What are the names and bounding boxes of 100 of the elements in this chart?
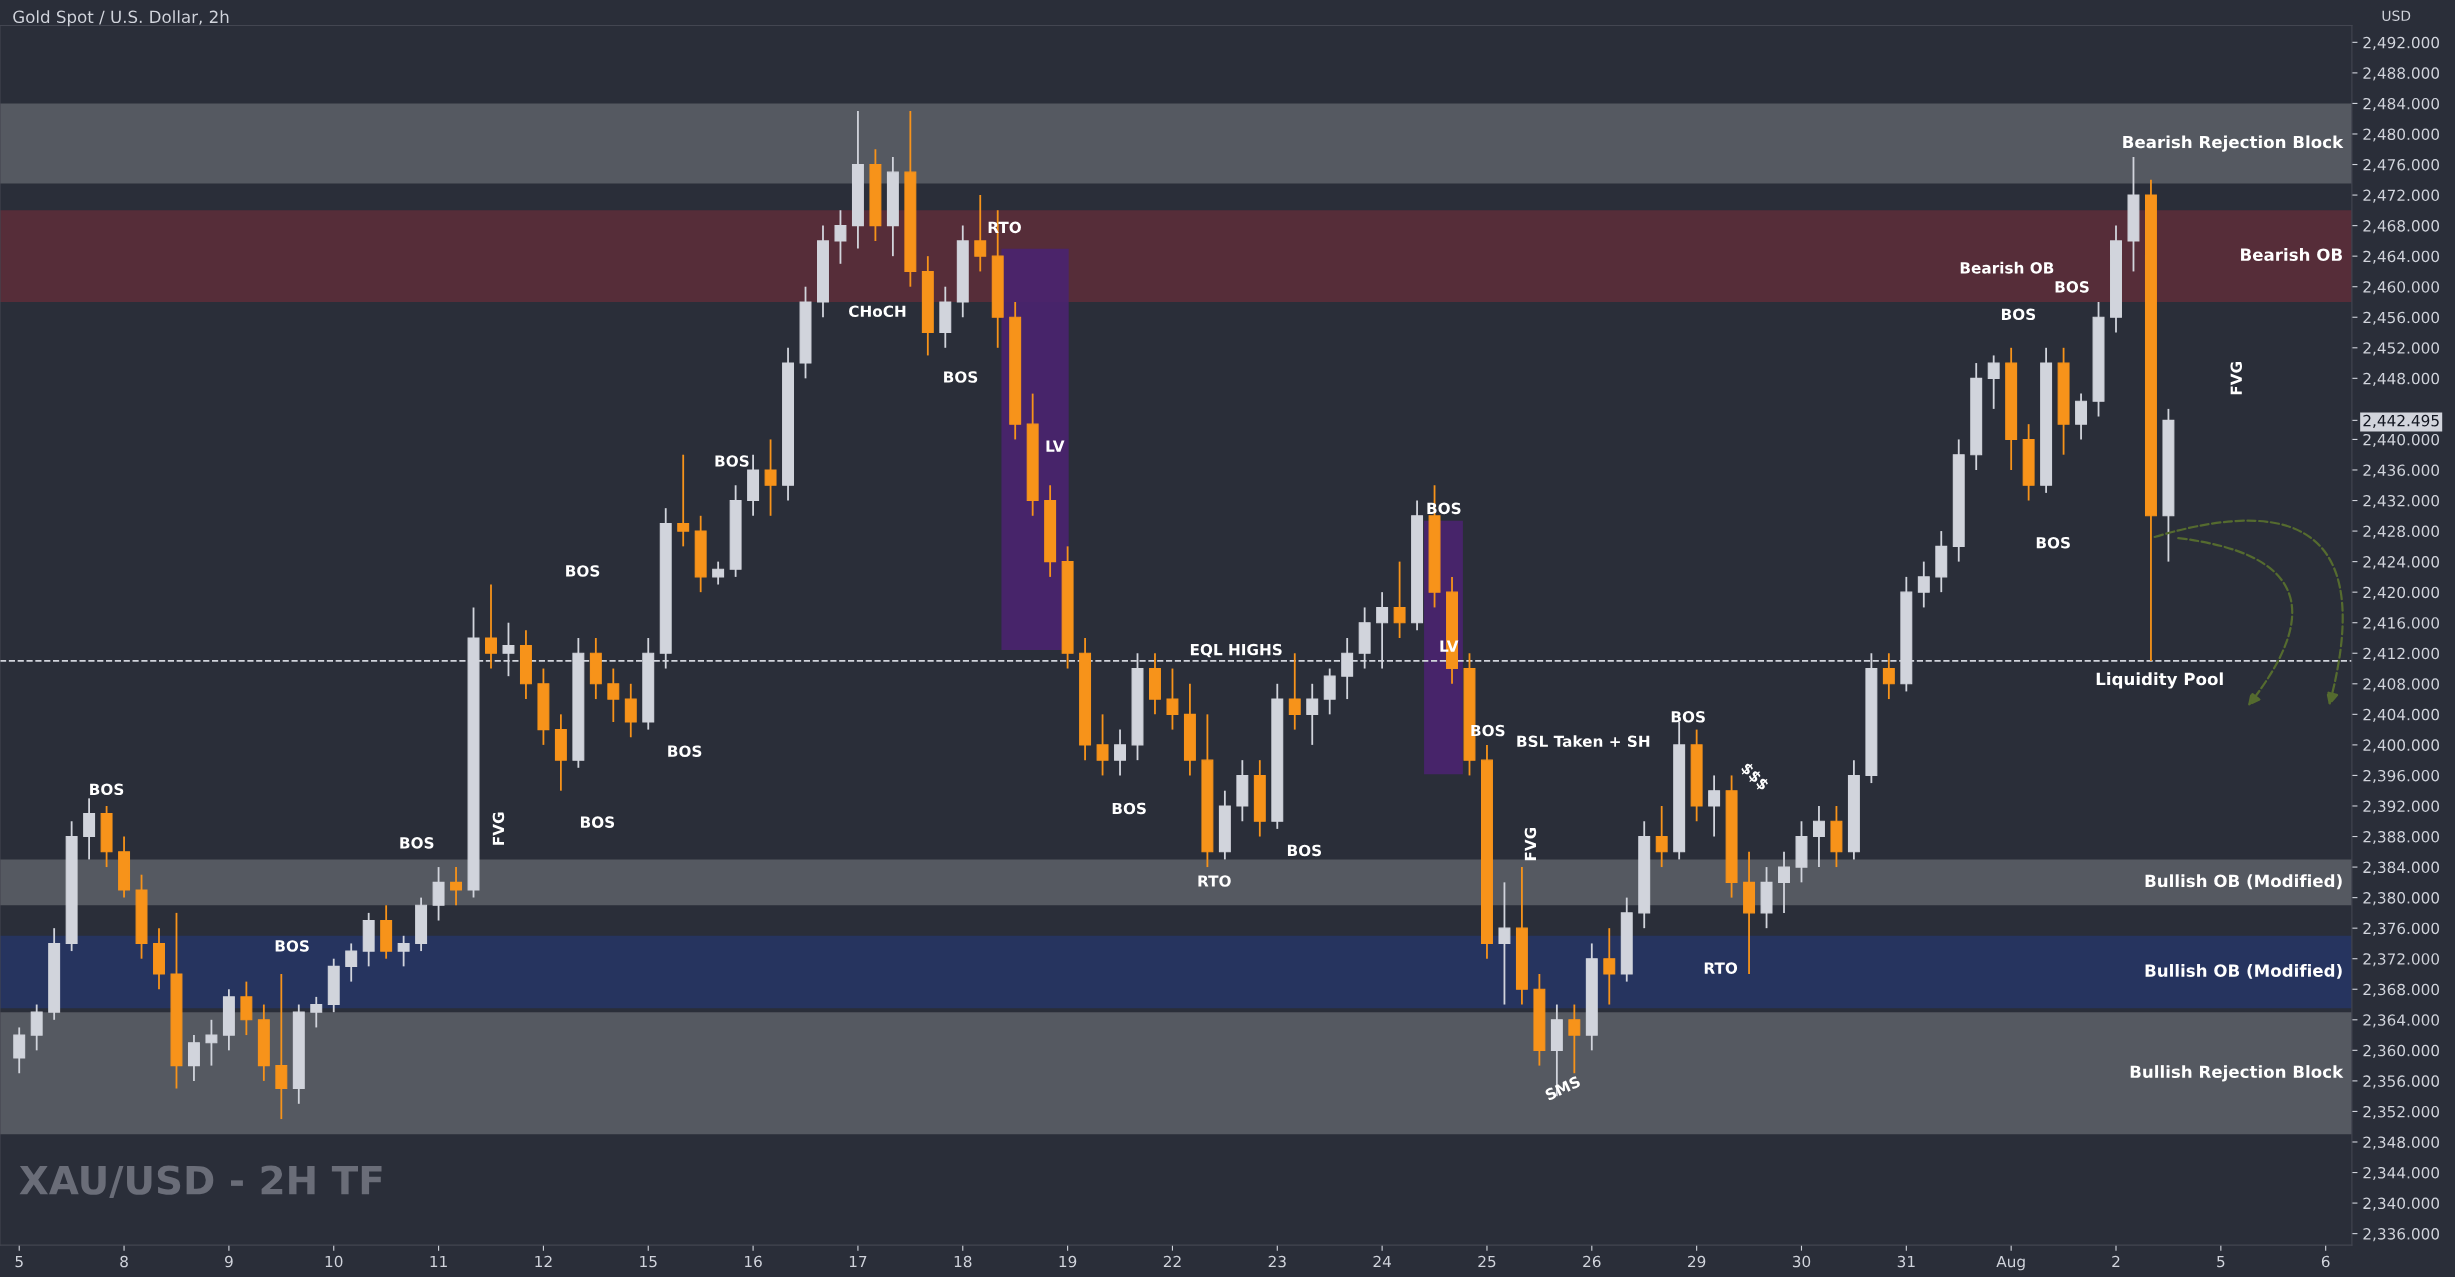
y-tick-label: 2,404.000 xyxy=(2363,708,2440,722)
candlestick xyxy=(1568,1003,1581,1075)
x-tick-label: 5 xyxy=(15,1255,23,1268)
x-tick-label: 30 xyxy=(1792,1255,1811,1268)
x-tick-label: 25 xyxy=(1478,1255,1496,1268)
y-tick-label: 2,340.000 xyxy=(2363,1197,2440,1211)
x-tick-label: 8 xyxy=(120,1255,128,1268)
y-tick-label: 2,476.000 xyxy=(2363,158,2440,173)
band-label: Bullish OB (Modified) xyxy=(2145,964,2342,979)
annotation: EQL HIGHS xyxy=(1190,643,1282,658)
annotation: BOS xyxy=(1112,802,1146,815)
y-tick-label: 2,420.000 xyxy=(2363,586,2440,600)
y-tick-label: 2,380.000 xyxy=(2363,892,2440,906)
y-tick-label: 2,384.000 xyxy=(2363,861,2440,875)
annotation: SMS xyxy=(1544,1075,1582,1101)
annotation: RTO xyxy=(1704,962,1738,974)
y-tick-label: 2,360.000 xyxy=(2363,1044,2440,1058)
y-tick-label: 2,468.000 xyxy=(2363,220,2440,234)
y-tick-label: 2,392.000 xyxy=(2363,800,2440,814)
y-tick-label: 2,344.000 xyxy=(2363,1166,2440,1181)
annotation: FVG xyxy=(1524,827,1537,861)
annotation: FVG xyxy=(2230,362,2243,395)
y-tick-label: 2,352.000 xyxy=(2363,1105,2440,1120)
x-tick-label: 6 xyxy=(2321,1255,2330,1268)
chart-title: Gold Spot / U.S. Dollar, 2h xyxy=(13,10,229,27)
x-tick-label: Aug xyxy=(1996,1255,2025,1271)
candlestick xyxy=(432,866,445,922)
y-tick-label: 2,432.000 xyxy=(2363,494,2440,509)
y-tick-label: 2,368.000 xyxy=(2363,983,2440,997)
y-tick-label: 2,464.000 xyxy=(2363,250,2440,264)
annotation: BOS xyxy=(944,371,978,383)
annotation: BOS xyxy=(2055,281,2089,293)
annotation: BOS xyxy=(566,565,600,577)
candlestick xyxy=(1306,682,1319,746)
candlestick xyxy=(1498,881,1511,1006)
x-tick-label: 16 xyxy=(745,1255,762,1268)
y-tick-label: 2,428.000 xyxy=(2363,525,2440,539)
annotation: BOS xyxy=(90,783,124,796)
x-tick-label: 12 xyxy=(535,1255,552,1268)
y-tick-label: 2,348.000 xyxy=(2363,1136,2440,1150)
candlestick xyxy=(1166,667,1179,731)
y-tick-label: 2,336.000 xyxy=(2363,1228,2440,1242)
annotation: XAU/USD - 2H TF xyxy=(19,1165,382,1198)
candlestick xyxy=(240,980,253,1036)
y-tick-label: 2,388.000 xyxy=(2363,830,2440,845)
annotation: BOS xyxy=(400,837,434,849)
annotation: LV xyxy=(1046,440,1065,452)
candlestick xyxy=(607,667,620,723)
candlestick xyxy=(1393,560,1406,639)
y-tick-label: 2,424.000 xyxy=(2363,556,2440,570)
annotation: BOS xyxy=(580,816,615,828)
annotation: BOS xyxy=(715,455,749,467)
x-tick-label: 11 xyxy=(430,1255,447,1268)
candlestick xyxy=(1917,560,1930,609)
candlestick xyxy=(1987,354,2000,410)
candlestick xyxy=(1096,713,1109,777)
y-tick-label: 2,408.000 xyxy=(2363,678,2440,692)
y-tick-label: 2,480.000 xyxy=(2363,128,2440,142)
x-tick-label: 19 xyxy=(1059,1255,1077,1268)
candlestick xyxy=(310,995,323,1029)
candlestick xyxy=(485,583,497,670)
annotation: BOS xyxy=(2001,308,2036,321)
candlestick xyxy=(834,209,847,265)
annotation: Bearish OB xyxy=(1960,261,2054,274)
candlestick xyxy=(187,1034,200,1082)
annotation: BSL Taken + SH xyxy=(1517,735,1650,748)
x-tick-label: 15 xyxy=(640,1255,657,1268)
band-label: Bearish Rejection Block xyxy=(2123,135,2344,152)
annotation: BOS xyxy=(668,745,702,757)
candlestick xyxy=(205,1018,218,1067)
band-label: Bullish Rejection Block xyxy=(2130,1065,2344,1082)
candlestick xyxy=(677,453,690,548)
ref-line-label: Liquidity Pool xyxy=(2096,672,2223,689)
candlestick xyxy=(1323,667,1336,716)
y-tick-label: 2,436.000 xyxy=(2363,464,2440,478)
x-tick-label: 18 xyxy=(954,1255,972,1268)
candlestick xyxy=(83,797,96,861)
candlestick xyxy=(1882,652,1895,700)
annotation: BOS xyxy=(275,940,309,952)
annotation: RTO xyxy=(1198,875,1231,887)
y-tick-label: 2,376.000 xyxy=(2363,922,2440,936)
candlestick xyxy=(1603,927,1616,1006)
x-tick-label: 22 xyxy=(1163,1255,1181,1268)
x-tick-label: 23 xyxy=(1268,1255,1286,1268)
x-tick-label: 10 xyxy=(325,1255,343,1268)
y-tick-label: 2,452.000 xyxy=(2363,342,2440,356)
candlestick xyxy=(624,682,637,739)
candlestick xyxy=(1708,774,1721,838)
candlestick xyxy=(275,973,288,1120)
y-tick-label: 2,442.495 xyxy=(2363,414,2439,428)
candlestick xyxy=(1778,850,1790,914)
x-tick-label: 29 xyxy=(1688,1255,1706,1268)
candlestick xyxy=(1812,805,1825,868)
candlestick xyxy=(30,1003,43,1052)
candlestick xyxy=(397,934,410,968)
y-tick-label: 2,484.000 xyxy=(2363,97,2440,112)
y-tick-label: 2,412.000 xyxy=(2363,647,2440,661)
x-tick-label: 2 xyxy=(2112,1255,2120,1268)
band-label: Bearish OB xyxy=(2241,248,2342,261)
y-tick-label: 2,372.000 xyxy=(2363,953,2440,967)
